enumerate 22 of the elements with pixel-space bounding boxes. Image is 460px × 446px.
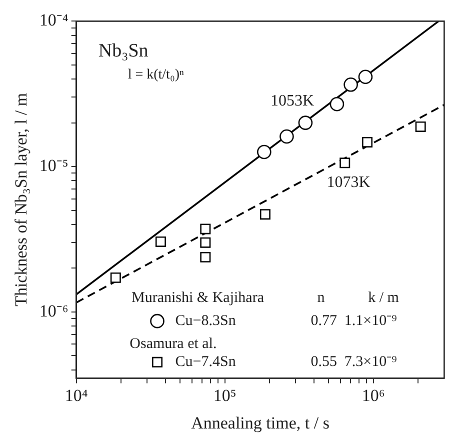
annotation: n <box>317 290 326 306</box>
annotation: Nb₃Sn <box>98 40 149 62</box>
y-tick-label: 10⁻⁶ <box>39 301 68 320</box>
annotation: l = k(t/t₀)ⁿ <box>128 67 184 82</box>
y-tick-label: 10⁻⁴ <box>39 10 68 30</box>
x-tick-label: 10⁶ <box>362 386 385 405</box>
legend-label: Cu−8.3Sn <box>175 313 236 330</box>
x-tick-label: 10⁴ <box>64 386 88 405</box>
annotation: Muranishi & Kajihara <box>132 290 264 306</box>
annotation: 7.3×10⁻⁹ <box>344 354 397 370</box>
annotation: Osamura et al. <box>130 336 217 352</box>
annotation: k / m <box>368 290 400 306</box>
annotation: 1.1×10⁻⁹ <box>344 313 397 330</box>
annotation: 0.77 <box>310 313 338 330</box>
x-axis-title: Annealing time, t / s <box>191 413 330 432</box>
annotation: 0.55 <box>310 354 338 370</box>
y-axis-title: Thickness of Nb₃Sn layer, l / m <box>12 92 31 306</box>
y-tick-label: 10⁻⁵ <box>39 156 68 176</box>
x-tick-label: 10⁵ <box>213 386 236 405</box>
annotation: 1053K <box>270 92 314 110</box>
legend-label: Cu−7.4Sn <box>175 354 236 370</box>
annotation: 1073K <box>326 174 371 191</box>
